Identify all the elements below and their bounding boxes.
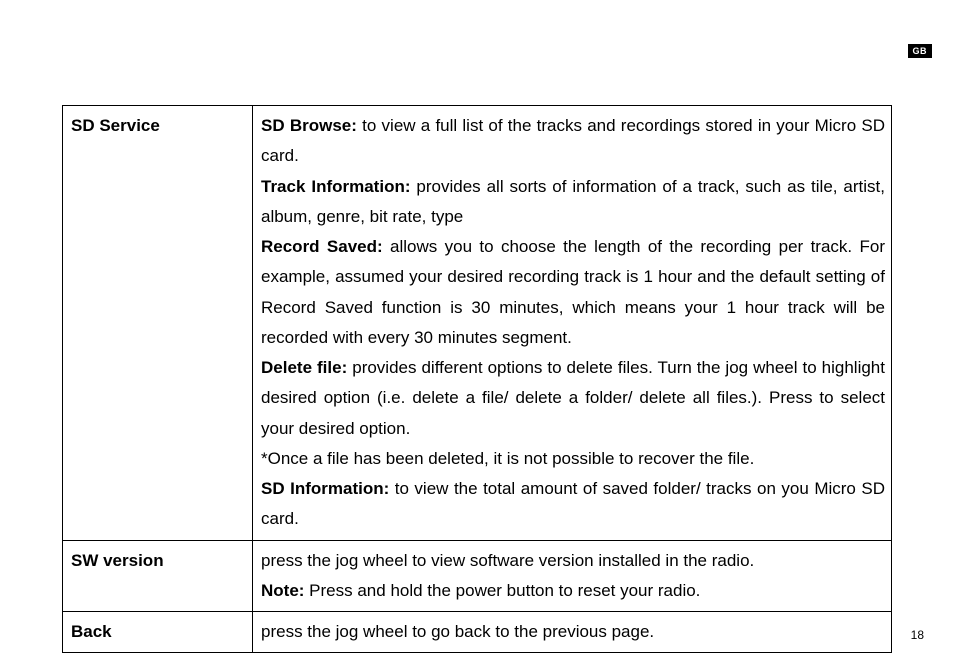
row-desc-back: press the jog wheel to go back to the pr…: [253, 612, 892, 653]
row-desc-sw-version: press the jog wheel to view software ver…: [253, 540, 892, 612]
sw-version-text: press the jog wheel to view software ver…: [261, 551, 754, 570]
table-row: SW version press the jog wheel to view s…: [63, 540, 892, 612]
sw-version-note-text: Press and hold the power button to reset…: [304, 581, 700, 600]
sd-browse-label: SD Browse:: [261, 116, 357, 135]
track-info-label: Track Information:: [261, 177, 411, 196]
document-page: GB SD Service SD Browse: to view a full …: [0, 0, 954, 668]
row-desc-sd-service: SD Browse: to view a full list of the tr…: [253, 106, 892, 541]
sw-version-note-label: Note:: [261, 581, 304, 600]
back-text: press the jog wheel to go back to the pr…: [261, 622, 654, 641]
record-saved-label: Record Saved:: [261, 237, 383, 256]
sd-info-label: SD Information:: [261, 479, 389, 498]
language-badge: GB: [908, 44, 933, 58]
manual-table: SD Service SD Browse: to view a full lis…: [62, 105, 892, 653]
table-row: SD Service SD Browse: to view a full lis…: [63, 106, 892, 541]
row-label-sd-service: SD Service: [63, 106, 253, 541]
delete-file-text: provides different options to delete fil…: [261, 358, 885, 438]
delete-file-label: Delete file:: [261, 358, 347, 377]
table-row: Back press the jog wheel to go back to t…: [63, 612, 892, 653]
row-label-sw-version: SW version: [63, 540, 253, 612]
delete-note: *Once a file has been deleted, it is not…: [261, 449, 754, 468]
row-label-back: Back: [63, 612, 253, 653]
page-number: 18: [911, 628, 924, 642]
